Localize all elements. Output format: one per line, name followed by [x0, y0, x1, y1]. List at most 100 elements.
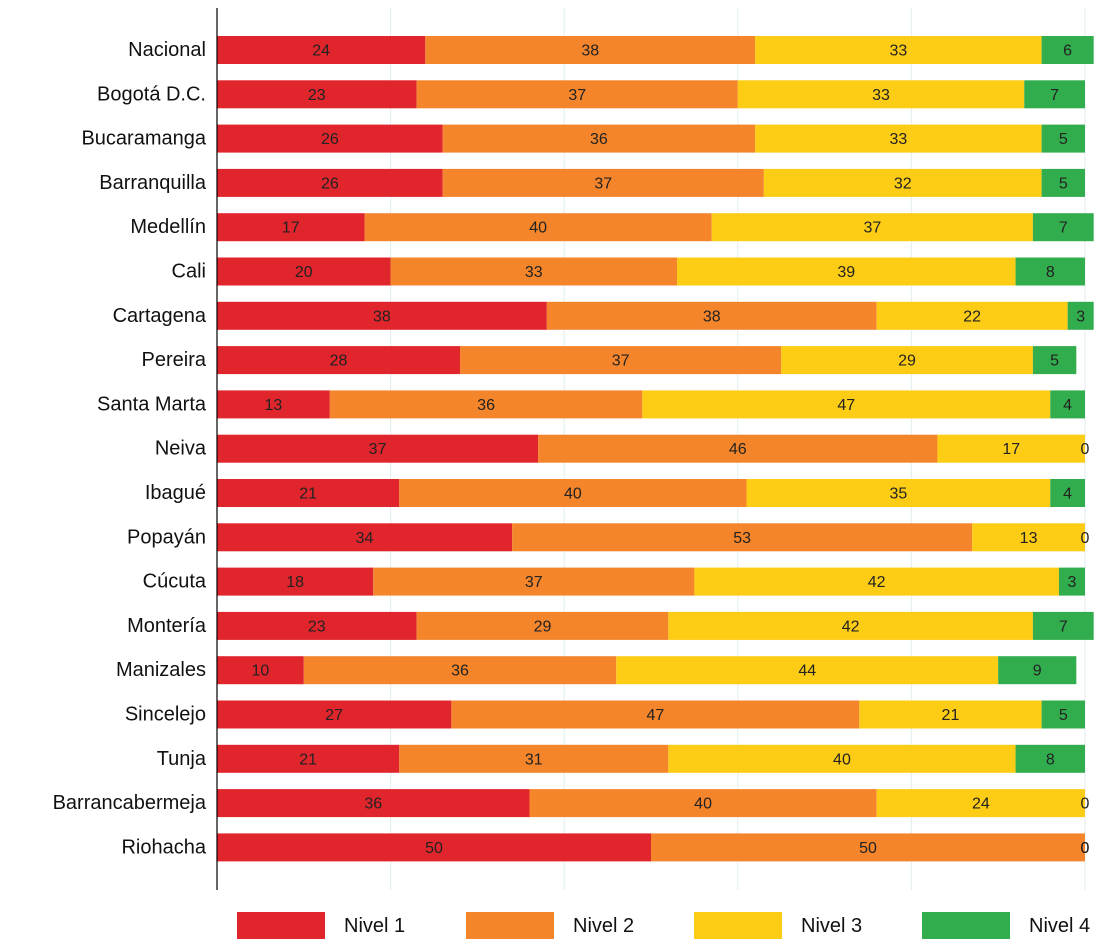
- bar-segment: [529, 789, 877, 818]
- value-label: 5: [1059, 131, 1068, 148]
- value-label: 7: [1059, 220, 1068, 237]
- category-label: Bucaramanga: [81, 128, 206, 150]
- value-label: 47: [646, 707, 664, 724]
- value-label: 4: [1063, 486, 1072, 503]
- bar-segment: [373, 567, 695, 596]
- bar-segment: [1041, 700, 1085, 729]
- bar-segment: [616, 656, 999, 685]
- value-label: 5: [1059, 175, 1068, 192]
- legend-swatch: [466, 912, 554, 940]
- bar-segment: [859, 700, 1042, 729]
- bar-segment: [217, 789, 530, 818]
- value-label: 32: [894, 175, 912, 192]
- value-label: 21: [942, 707, 960, 724]
- value-label: 37: [568, 87, 586, 104]
- legend-label: Nivel 4: [1029, 915, 1090, 937]
- bar-segment: [755, 124, 1042, 153]
- bar-segment: [217, 213, 365, 242]
- bar-segment: [217, 346, 461, 375]
- value-label: 7: [1059, 618, 1068, 635]
- value-label: 50: [859, 840, 877, 857]
- bar-segment: [1032, 611, 1094, 640]
- value-label: 22: [963, 308, 981, 325]
- category-label: Neiva: [155, 438, 207, 460]
- legend-label: Nivel 1: [344, 915, 405, 937]
- value-label: 38: [703, 308, 721, 325]
- bar-segment: [217, 656, 304, 685]
- category-label: Sincelejo: [125, 704, 206, 726]
- bar-segment: [442, 124, 756, 153]
- value-label: 37: [594, 175, 612, 192]
- bar-segment: [303, 656, 617, 685]
- bar-segment: [1058, 567, 1085, 596]
- bar-segment: [217, 611, 417, 640]
- category-label: Cali: [172, 261, 206, 283]
- value-label: 26: [321, 131, 339, 148]
- value-label: 36: [477, 397, 495, 414]
- legend-label: Nivel 2: [573, 915, 634, 937]
- value-label: 13: [265, 397, 283, 414]
- bar-segment: [781, 346, 1033, 375]
- value-label: 28: [330, 353, 348, 370]
- bar-segment: [217, 700, 452, 729]
- bar-segment: [442, 168, 764, 197]
- value-label: 24: [312, 43, 330, 60]
- value-label: 33: [889, 131, 907, 148]
- bar-segment: [642, 390, 1051, 419]
- bar-segment: [1032, 213, 1094, 242]
- bar-segment: [1024, 80, 1085, 109]
- value-label: 4: [1063, 397, 1072, 414]
- value-label: 40: [833, 751, 851, 768]
- value-label: 37: [612, 353, 630, 370]
- value-label: 5: [1059, 707, 1068, 724]
- bar-segment: [737, 80, 1025, 109]
- category-label: Bogotá D.C.: [97, 83, 206, 105]
- bar-segment: [329, 390, 643, 419]
- value-label: 0: [1081, 840, 1090, 857]
- value-label: 21: [299, 486, 317, 503]
- bar-segment: [546, 301, 877, 330]
- value-label: 23: [308, 87, 326, 104]
- category-label: Pereira: [142, 349, 207, 371]
- bar-segment: [711, 213, 1033, 242]
- bar-segment: [416, 80, 738, 109]
- value-label: 26: [321, 175, 339, 192]
- bar-segment: [1041, 36, 1094, 64]
- value-label: 38: [581, 43, 599, 60]
- bar-segment: [1041, 124, 1085, 153]
- bar-segment: [217, 744, 400, 773]
- legend: Nivel 1 Nivel 2 Nivel 3 Nivel 4: [237, 912, 1090, 940]
- bar-segment: [416, 611, 669, 640]
- value-label: 36: [590, 131, 608, 148]
- bar-segment: [998, 656, 1077, 685]
- legend-swatch: [922, 912, 1010, 940]
- bar-segment: [217, 168, 443, 197]
- bar-segment: [1032, 346, 1077, 375]
- value-label: 27: [325, 707, 343, 724]
- value-label: 8: [1046, 751, 1055, 768]
- value-label: 13: [1020, 530, 1038, 547]
- bar-segment: [399, 479, 747, 507]
- value-label: 53: [733, 530, 751, 547]
- value-label: 46: [729, 441, 747, 458]
- bar-segment: [755, 36, 1042, 64]
- bars: [217, 36, 1094, 862]
- bar-segment: [694, 567, 1059, 596]
- bar-segment: [937, 434, 1085, 463]
- value-label: 8: [1046, 264, 1055, 281]
- bar-segment: [399, 744, 669, 773]
- value-label: 0: [1081, 840, 1090, 857]
- value-label: 5: [1050, 353, 1059, 370]
- bar-segment: [217, 833, 651, 862]
- bar-segment: [390, 257, 678, 286]
- value-label: 40: [694, 796, 712, 813]
- bar-segment: [876, 301, 1068, 330]
- bar-segment: [512, 523, 973, 552]
- bar-segment: [217, 301, 547, 330]
- category-label: Medellín: [130, 216, 206, 238]
- bar-segment: [763, 168, 1042, 197]
- category-label: Popayán: [127, 526, 206, 548]
- bar-segment: [1015, 257, 1085, 286]
- value-label: 24: [972, 796, 990, 813]
